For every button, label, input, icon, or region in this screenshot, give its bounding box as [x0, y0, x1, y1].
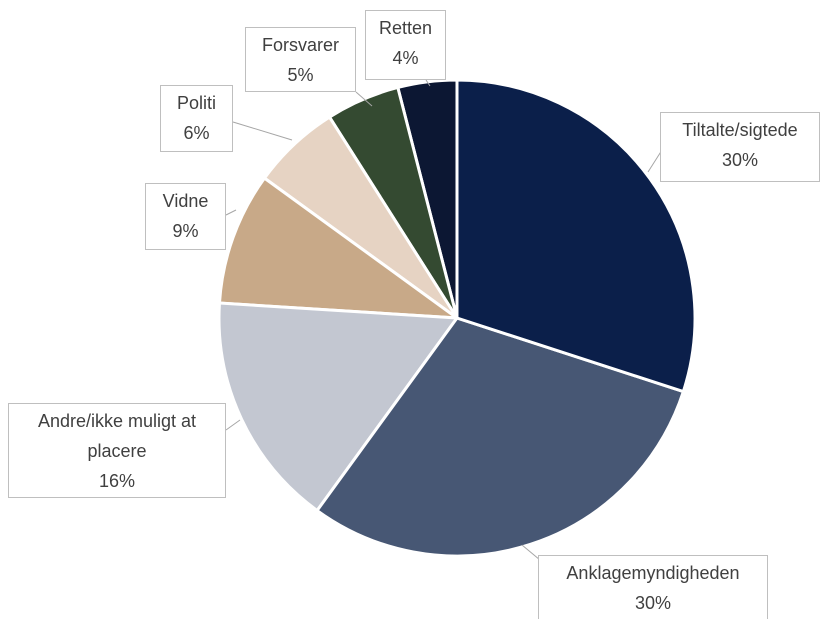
leader-line [355, 91, 373, 107]
data-label: Anklagemyndigheden 30% [538, 555, 768, 619]
leader-lines [225, 79, 663, 561]
data-label: Tiltalte/sigtede 30% [660, 112, 820, 182]
leader-line [521, 544, 541, 561]
category-name: Vidne [162, 191, 209, 211]
category-name: Tiltalte/sigtede [682, 120, 798, 140]
category-name: Andre/ikke muligt at placere [37, 411, 197, 461]
data-label: Andre/ikke muligt at placere 16% [8, 403, 226, 498]
data-label: Retten 4% [365, 10, 446, 80]
pie-slice [315, 316, 686, 558]
pie-slice [217, 301, 460, 513]
value-label: 4% [392, 48, 419, 68]
value-label: 30% [634, 593, 672, 613]
leader-line [225, 419, 241, 431]
leader-line [647, 149, 663, 173]
value-label: 9% [172, 221, 199, 241]
category-name: Politi [176, 93, 216, 113]
pie-slice [455, 78, 697, 394]
value-label: 16% [98, 471, 136, 491]
leader-line [232, 121, 293, 141]
pie-slice [217, 176, 463, 320]
leader-line [225, 209, 237, 216]
data-label: Politi 6% [160, 85, 233, 152]
value-label: 6% [183, 123, 210, 143]
category-name: Retten [378, 18, 433, 38]
category-name: Forsvarer [261, 35, 339, 55]
leader-line [425, 79, 431, 87]
value-label: 30% [721, 150, 759, 170]
value-label: 5% [287, 65, 314, 85]
data-label: Forsvarer 5% [245, 27, 356, 92]
data-label: Vidne 9% [145, 183, 226, 250]
category-name: Anklagemyndigheden [566, 563, 740, 583]
